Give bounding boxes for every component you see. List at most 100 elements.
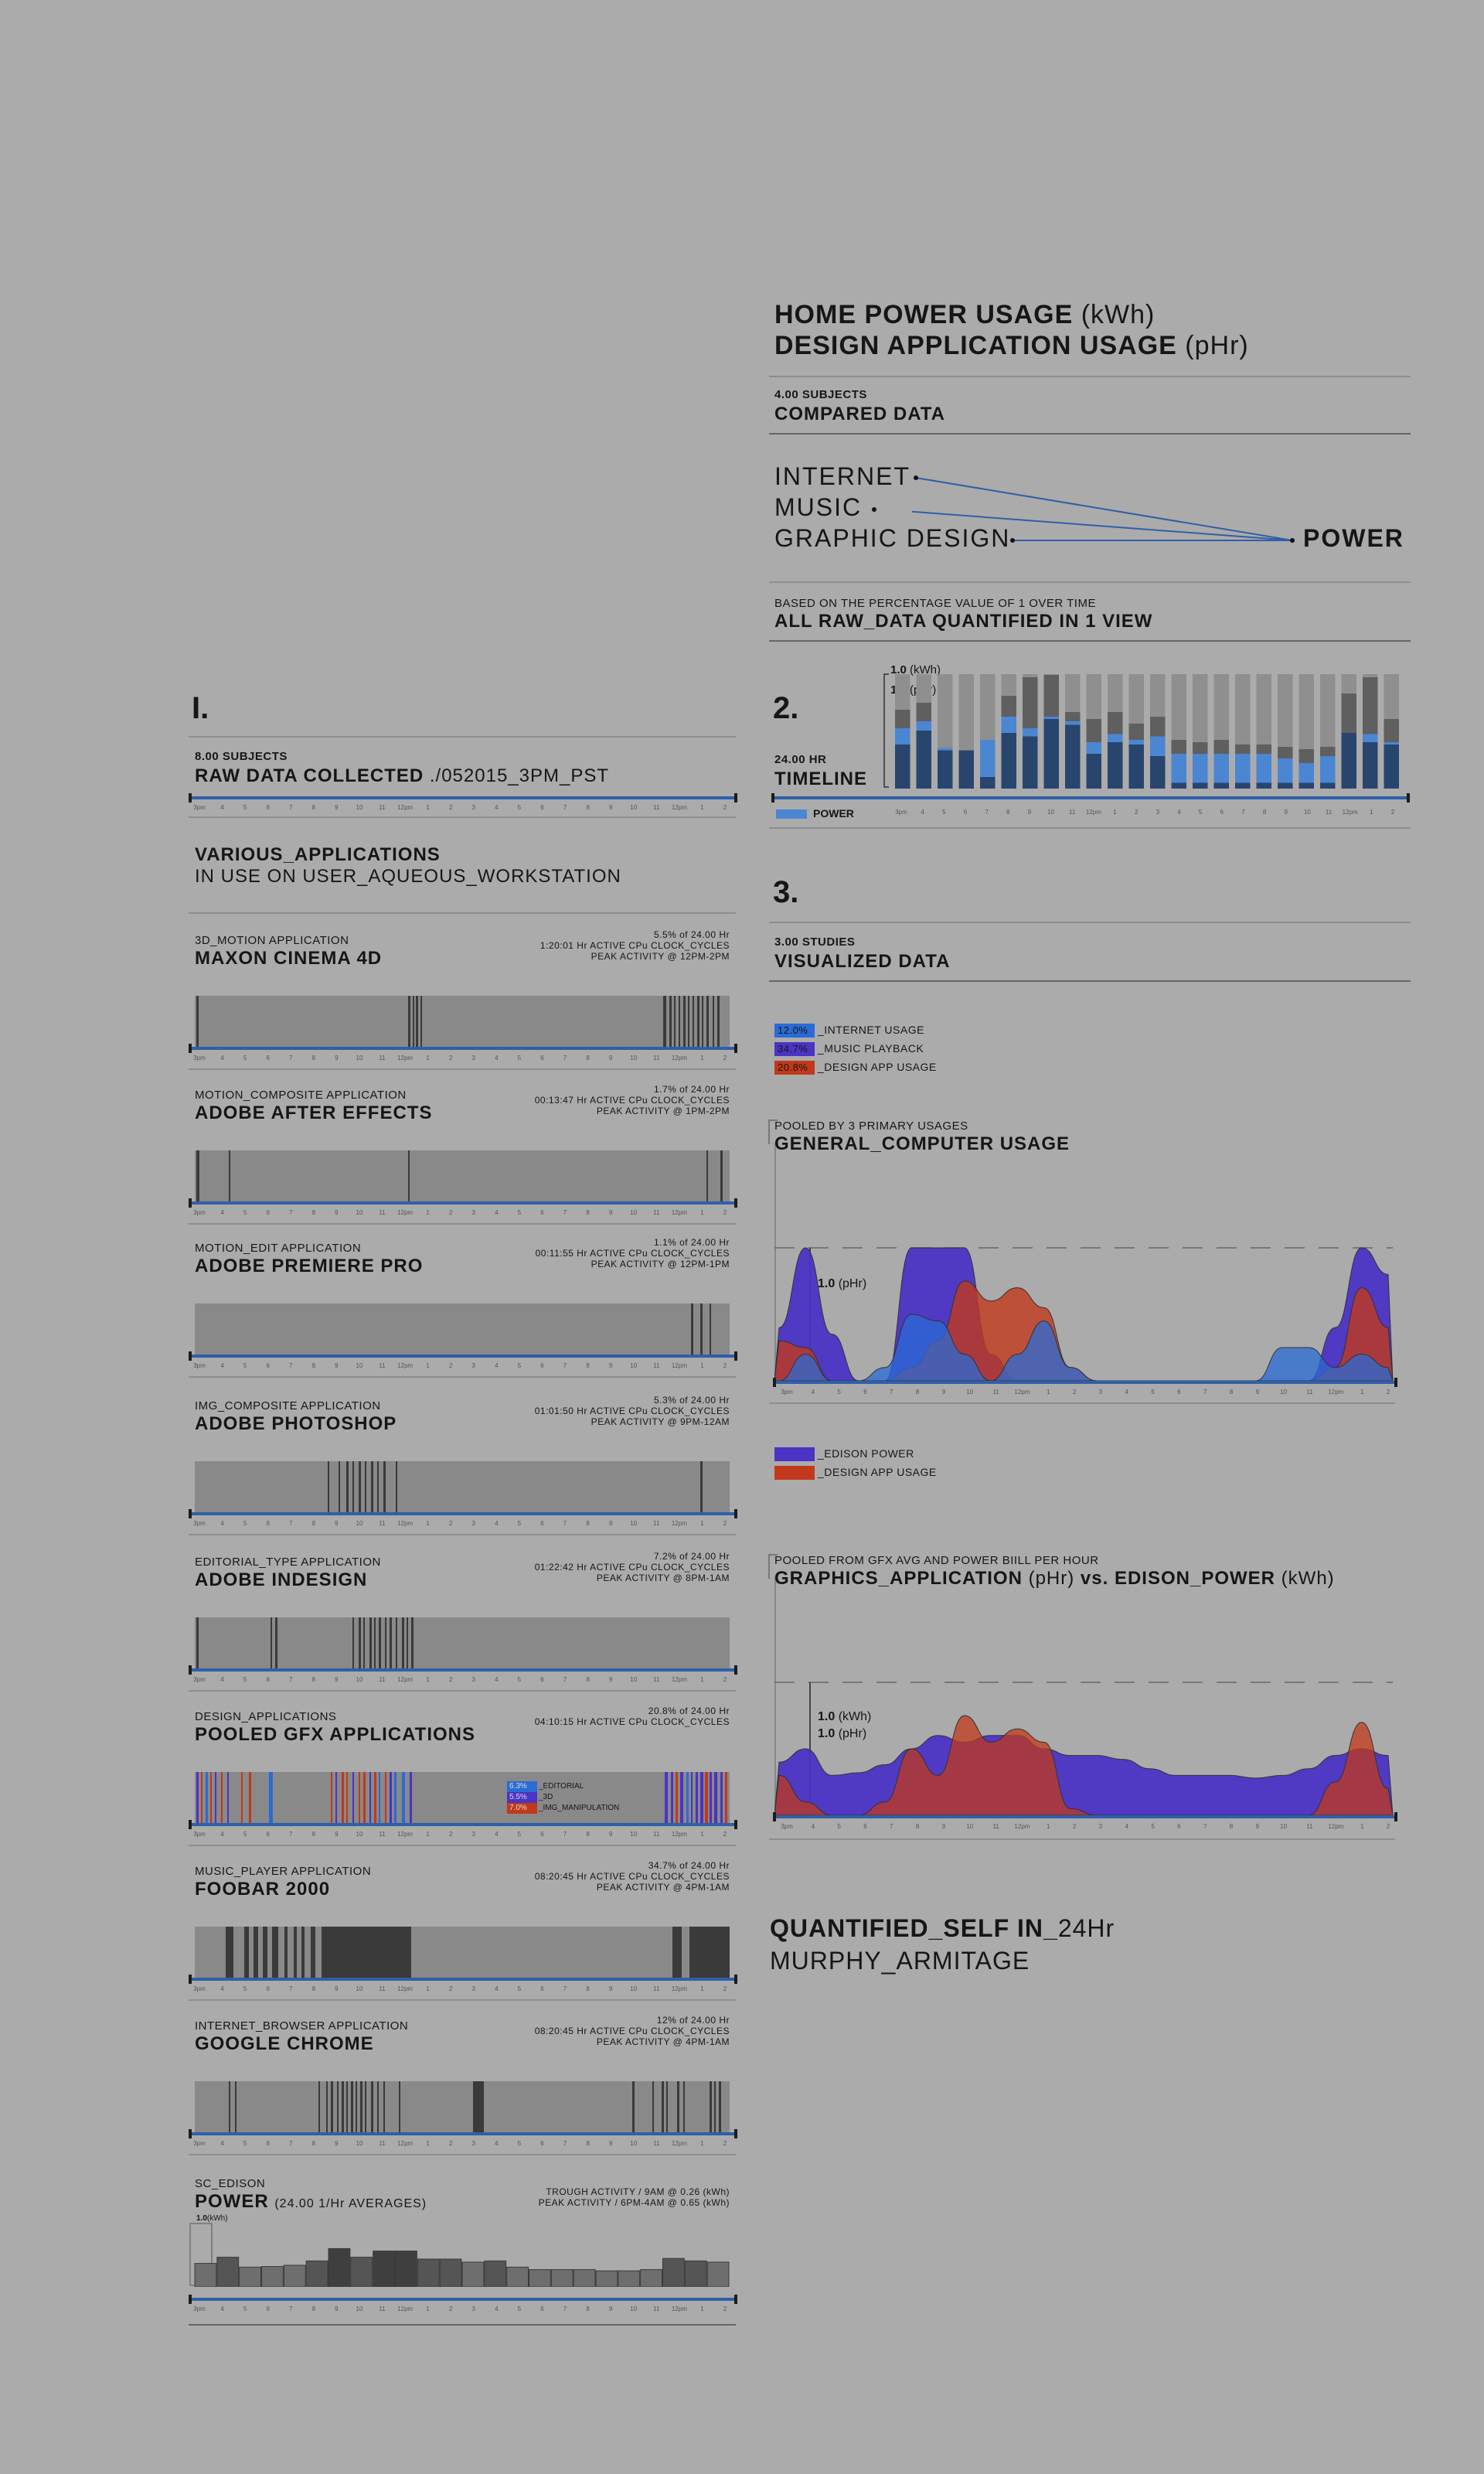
pooled-legend-row: 5.5% _3D — [507, 1792, 619, 1803]
tick-label: 6 — [540, 1362, 544, 1369]
activity-stripe — [342, 2081, 344, 2132]
tick-label: 12pm — [397, 1831, 414, 1838]
section-number-1: I. — [192, 691, 209, 725]
divider — [189, 1534, 736, 1535]
tick-label: 5 — [243, 1520, 247, 1527]
tick-label: 11 — [379, 1520, 386, 1527]
tick-label: 11 — [379, 804, 386, 811]
tick-label: 12pm — [397, 804, 414, 811]
activity-stripe — [379, 1772, 380, 1823]
legend-pct: 34.7% — [774, 1042, 815, 1057]
main-title-line1: HOME POWER USAGE (kWh) — [774, 300, 1155, 330]
tick-label: 1 — [426, 1831, 430, 1838]
tick-label: 11 — [379, 2140, 386, 2147]
timeline-bar-usage — [1023, 736, 1038, 789]
power-bar — [239, 2266, 261, 2287]
tick-label: 1 — [700, 804, 704, 811]
tick-label: 7 — [563, 1831, 567, 1838]
legend-swatch — [774, 1466, 815, 1481]
tick-label: 12pm — [1085, 809, 1101, 816]
tick-label: 3pm — [781, 1823, 793, 1830]
tick-label: 7 — [563, 1676, 567, 1683]
chart2-scale-b: 1.0 — [818, 1727, 836, 1740]
tick-label: 4 — [495, 1831, 499, 1838]
activity-stripe — [322, 1927, 411, 1978]
activity-stripe — [365, 1461, 366, 1512]
chart2-ticks: 3pm 4 5 6 7 8 9 10 11 12pm 1 2 3 4 5 6 7 8 9 10 11 12pm 1 2 — [781, 1823, 1393, 1834]
tick-label: 6 — [540, 1209, 544, 1216]
divider — [189, 1223, 736, 1225]
app-ticks: 3pm 4 5 6 7 8 9 10 11 12pm 1 2 3 4 5 6 7 8 9 10 11 12pm 1 2 — [193, 1676, 730, 1687]
power-sub: (24.00 1/Hr AVERAGES) — [274, 2197, 427, 2210]
timeline-bar-power — [980, 740, 996, 789]
activity-stripe — [359, 1617, 361, 1668]
activity-stripe — [680, 1772, 683, 1823]
activity-stripe — [271, 1617, 272, 1668]
activity-stripe — [693, 996, 694, 1047]
main-title-power-unit: (kWh) — [1081, 300, 1156, 329]
divider — [769, 1838, 1395, 1840]
tick-label: 7 — [563, 1362, 567, 1369]
tick-label: 3 — [471, 804, 476, 811]
divider — [769, 922, 1411, 923]
tick-label: 3pm — [193, 1055, 206, 1062]
tick-label: 10 — [630, 2140, 638, 2147]
tick-label: 8 — [311, 1362, 316, 1369]
power-bar — [595, 2270, 618, 2287]
tick-label: 7 — [1241, 809, 1245, 816]
tick-label: 12pm — [671, 2140, 687, 2147]
tick-label: 4 — [495, 1985, 499, 1992]
activity-stripe — [700, 1303, 703, 1355]
activity-stripe — [691, 1772, 693, 1823]
timeline-bar-usage — [1086, 754, 1101, 789]
tick-label: 10 — [630, 1055, 638, 1062]
tick-label: 2 — [448, 1362, 453, 1369]
tick-label: 9 — [1027, 809, 1032, 816]
tick-label: 9 — [335, 1831, 339, 1838]
app-meta: 34.7% of 24.00 Hr 08:20:45 Hr ACTIVE CPu… — [535, 1860, 730, 1893]
tick-label: 9 — [608, 2305, 613, 2312]
app-active: 08:20:45 Hr ACTIVE CPu CLOCK_CYCLES — [534, 1871, 730, 1882]
activity-stripe — [346, 1461, 349, 1512]
divider — [189, 1999, 736, 2001]
tick-label: 10 — [356, 1831, 363, 1838]
tick-label: 6 — [266, 1362, 270, 1369]
activity-stripe — [356, 2081, 357, 2132]
tick-label: 11 — [653, 1055, 660, 1062]
power-bar — [529, 2269, 551, 2287]
tick-label: 9 — [608, 1209, 613, 1216]
tick-label: 1 — [426, 2305, 430, 2312]
timeline-bar-usage — [1213, 782, 1229, 789]
timeline-hours: 24.00 HR — [774, 753, 827, 766]
divider — [769, 1402, 1395, 1404]
divider — [189, 1376, 736, 1378]
pooled-legend-pct: 5.5% — [507, 1792, 537, 1803]
activity-stripe — [632, 2081, 635, 2132]
app-ticks: 3pm 4 5 6 7 8 9 10 11 12pm 1 2 3 4 5 6 7 8 9 10 11 12pm 1 2 — [193, 1209, 730, 1220]
tick-label: 8 — [311, 2140, 316, 2147]
tick-label: 10 — [1047, 809, 1055, 816]
tick-label: 4 — [495, 1676, 499, 1683]
tick-label: 11 — [379, 1985, 386, 1992]
activity-stripe — [254, 1927, 258, 1978]
tick-label: 5 — [1151, 1823, 1155, 1830]
activity-stripe — [683, 2081, 685, 2132]
tick-label: 11 — [653, 1676, 660, 1683]
timeline-bar-power — [1298, 763, 1314, 789]
timeline-bar-usage — [1150, 756, 1166, 789]
pooled-legend: 6.3% _EDITORIAL 5.5% _3D 7.0% _IMG_MANIPULATI… — [507, 1781, 619, 1814]
tick-label: 8 — [311, 1831, 316, 1838]
chart2-axis — [773, 1812, 1397, 1821]
chart2-scale-a-unit: (kWh) — [838, 1710, 872, 1723]
activity-stripe — [352, 1617, 354, 1668]
activity-stripe — [318, 2081, 320, 2132]
tick-label: 9 — [608, 1362, 613, 1369]
tick-label: 1 — [700, 1520, 704, 1527]
tick-label: 8 — [311, 1985, 316, 1992]
activity-stripe — [210, 1772, 212, 1823]
tick-label: 1 — [700, 1831, 704, 1838]
tick-label: 2 — [448, 2140, 453, 2147]
power-bar — [350, 2257, 373, 2287]
tick-label: 2 — [723, 1362, 727, 1369]
tick-label: 11 — [992, 1389, 999, 1395]
